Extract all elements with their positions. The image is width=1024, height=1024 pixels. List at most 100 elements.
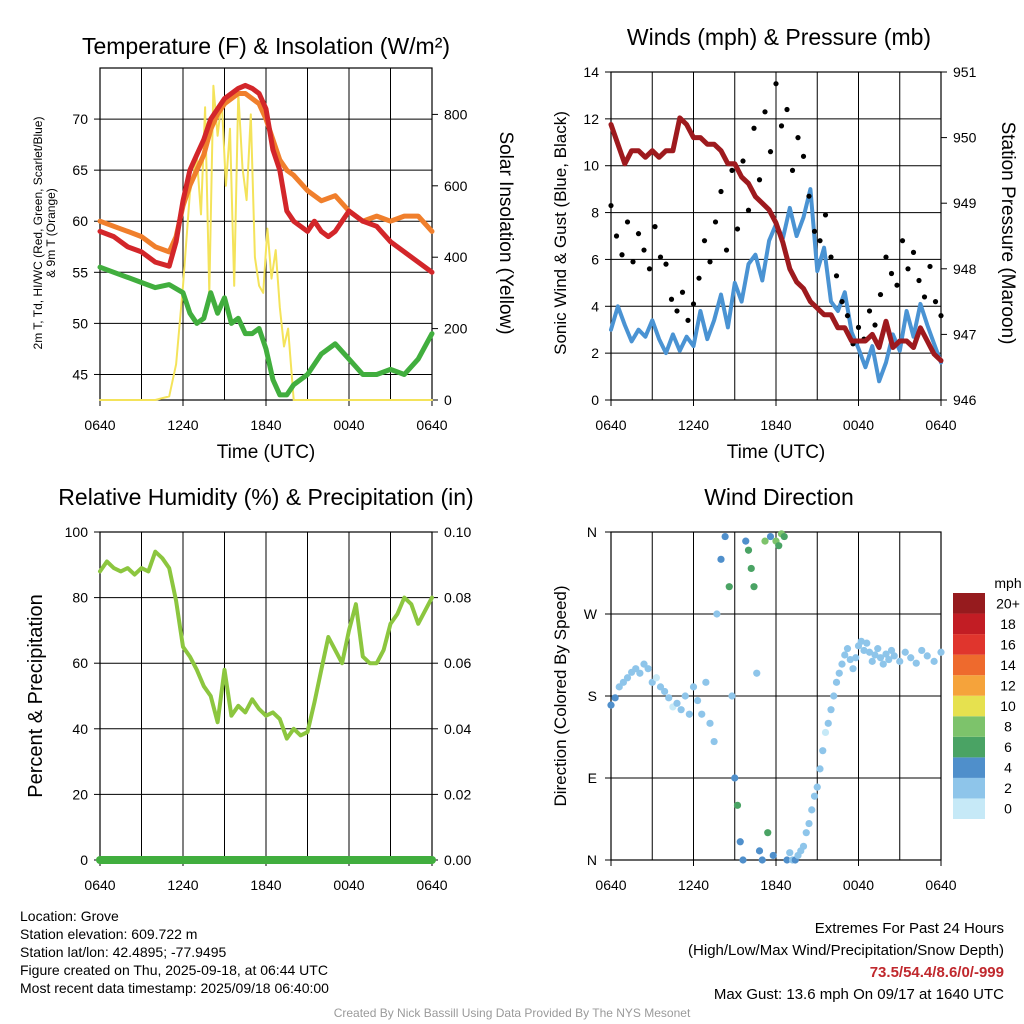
winds-left-tick-label: 0 bbox=[591, 392, 599, 408]
colorbar-label: 2 bbox=[1004, 780, 1012, 796]
gust-point bbox=[927, 263, 933, 270]
direction-point bbox=[832, 678, 841, 686]
direction-point bbox=[632, 665, 640, 673]
winds-x-tick-label: 1240 bbox=[678, 417, 709, 433]
rh-left-tick-label: 40 bbox=[72, 721, 88, 737]
direction-point bbox=[937, 648, 945, 656]
gust-point bbox=[833, 273, 840, 279]
direction-point bbox=[879, 660, 887, 668]
direction-point bbox=[769, 851, 777, 860]
gust-point bbox=[888, 270, 895, 277]
temp-right-tick-label: 0 bbox=[444, 392, 452, 408]
temp-plot-area: 0640 1240 1840 0040 0640 45 50 55 60 65 70 0 200 400 6… bbox=[72, 67, 468, 433]
winds-x-tick-label: 1840 bbox=[760, 417, 791, 433]
temp-x-tick-label: 1240 bbox=[167, 417, 198, 433]
winds-left-axis-label: Sonic Wind & Gust (Blue, Black) bbox=[551, 111, 570, 355]
direction-point bbox=[896, 657, 904, 665]
gust-point bbox=[608, 202, 614, 209]
gust-point bbox=[899, 238, 906, 244]
gust-point bbox=[795, 135, 801, 141]
colorbar-label: 20+ bbox=[996, 595, 1020, 611]
direction-point bbox=[918, 646, 926, 655]
direction-point bbox=[750, 583, 758, 591]
rh-x-tick-label: 1840 bbox=[250, 877, 281, 893]
gust-point bbox=[690, 301, 697, 307]
gust-point bbox=[619, 252, 625, 258]
colorbar-swatch bbox=[953, 695, 985, 717]
winds-x-tick-label: 0640 bbox=[925, 417, 956, 433]
gust-point bbox=[685, 317, 691, 323]
direction-point bbox=[619, 678, 627, 686]
direction-point bbox=[739, 856, 747, 864]
gust-point bbox=[872, 322, 878, 328]
direction-point bbox=[824, 719, 832, 727]
colorbar-swatch bbox=[953, 593, 985, 614]
rh-left-axis-label: Percent & Precipitation bbox=[25, 594, 47, 797]
speed-colorbar: 0 2 4 6 8 10 12 14 16 18 20+ bbox=[953, 593, 1020, 819]
direction-point bbox=[761, 537, 769, 545]
colorbar-label: 0 bbox=[1004, 801, 1012, 817]
direction-point bbox=[874, 645, 882, 653]
direction-point bbox=[755, 847, 764, 855]
gust-point bbox=[806, 193, 812, 199]
temp-left-tick-label: 55 bbox=[72, 264, 88, 280]
rh-right-tick-label: 0.06 bbox=[444, 655, 471, 671]
winds-left-tick-label: 10 bbox=[583, 158, 599, 174]
direction-point bbox=[871, 651, 879, 659]
direction-point bbox=[652, 674, 660, 682]
direction-point bbox=[742, 537, 750, 545]
direction-point bbox=[819, 747, 827, 755]
direction-point bbox=[843, 645, 852, 653]
direction-point bbox=[808, 806, 816, 814]
colorbar-swatch bbox=[953, 798, 985, 819]
gust-point bbox=[778, 123, 785, 129]
dir-panel-title: Wind Direction bbox=[704, 484, 854, 510]
colorbar-swatch bbox=[953, 736, 985, 758]
gust-point bbox=[905, 266, 911, 272]
colorbar-swatch bbox=[953, 777, 985, 799]
gust-point bbox=[916, 277, 922, 284]
winds-x-tick-label: 0640 bbox=[595, 417, 626, 433]
direction-point bbox=[681, 692, 689, 700]
gust-point bbox=[822, 212, 829, 218]
temp-left-tick-label: 50 bbox=[72, 315, 88, 331]
temp-right-axis-label: Solar Insolation (Yellow) bbox=[495, 131, 516, 334]
direction-point bbox=[912, 659, 920, 667]
rh-left-tick-label: 20 bbox=[72, 786, 88, 802]
gust-point bbox=[894, 282, 900, 288]
winds-left-tick-label: 12 bbox=[583, 111, 599, 127]
direction-point bbox=[876, 654, 885, 662]
dewpoint-line bbox=[97, 264, 435, 398]
gust-point bbox=[762, 109, 768, 115]
direction-point bbox=[713, 610, 721, 618]
direction-point bbox=[706, 719, 714, 727]
dir-left-tick-label: N bbox=[587, 524, 597, 540]
direction-point bbox=[640, 660, 648, 668]
direction-point bbox=[865, 648, 874, 656]
temp-right-tick-label: 600 bbox=[444, 178, 468, 194]
direction-point bbox=[744, 546, 753, 554]
temp-left-tick-label: 65 bbox=[72, 162, 88, 178]
rh-right-tick-label: 0.10 bbox=[444, 524, 471, 540]
gust-point bbox=[740, 158, 746, 164]
gust-point bbox=[756, 177, 763, 183]
gust-point bbox=[707, 259, 713, 265]
colorbar-swatch bbox=[953, 654, 985, 676]
temp-x-tick-label: 0640 bbox=[416, 417, 447, 433]
gust-point bbox=[657, 254, 664, 260]
direction-point bbox=[882, 650, 890, 658]
gust-point bbox=[811, 228, 818, 234]
rh-right-tick-label: 0.08 bbox=[444, 590, 471, 606]
gust-point bbox=[712, 219, 719, 225]
winds-right-tick-label: 947 bbox=[953, 326, 977, 342]
colorbar-label: 6 bbox=[1004, 739, 1012, 755]
gust-point bbox=[866, 308, 873, 314]
dir-left-tick-label: S bbox=[588, 688, 597, 704]
direction-point bbox=[702, 678, 710, 686]
extremes-info: Extremes For Past 24 Hours (High/Low/Max… bbox=[688, 918, 1004, 1006]
max-gust: Max Gust: 13.6 mph On 09/17 at 1640 UTC bbox=[713, 986, 1004, 1003]
winds-x-axis-label: Time (UTC) bbox=[727, 442, 826, 463]
extremes-title: Extremes For Past 24 Hours bbox=[814, 920, 1004, 937]
direction-point bbox=[852, 654, 860, 662]
gust-point bbox=[828, 254, 834, 260]
